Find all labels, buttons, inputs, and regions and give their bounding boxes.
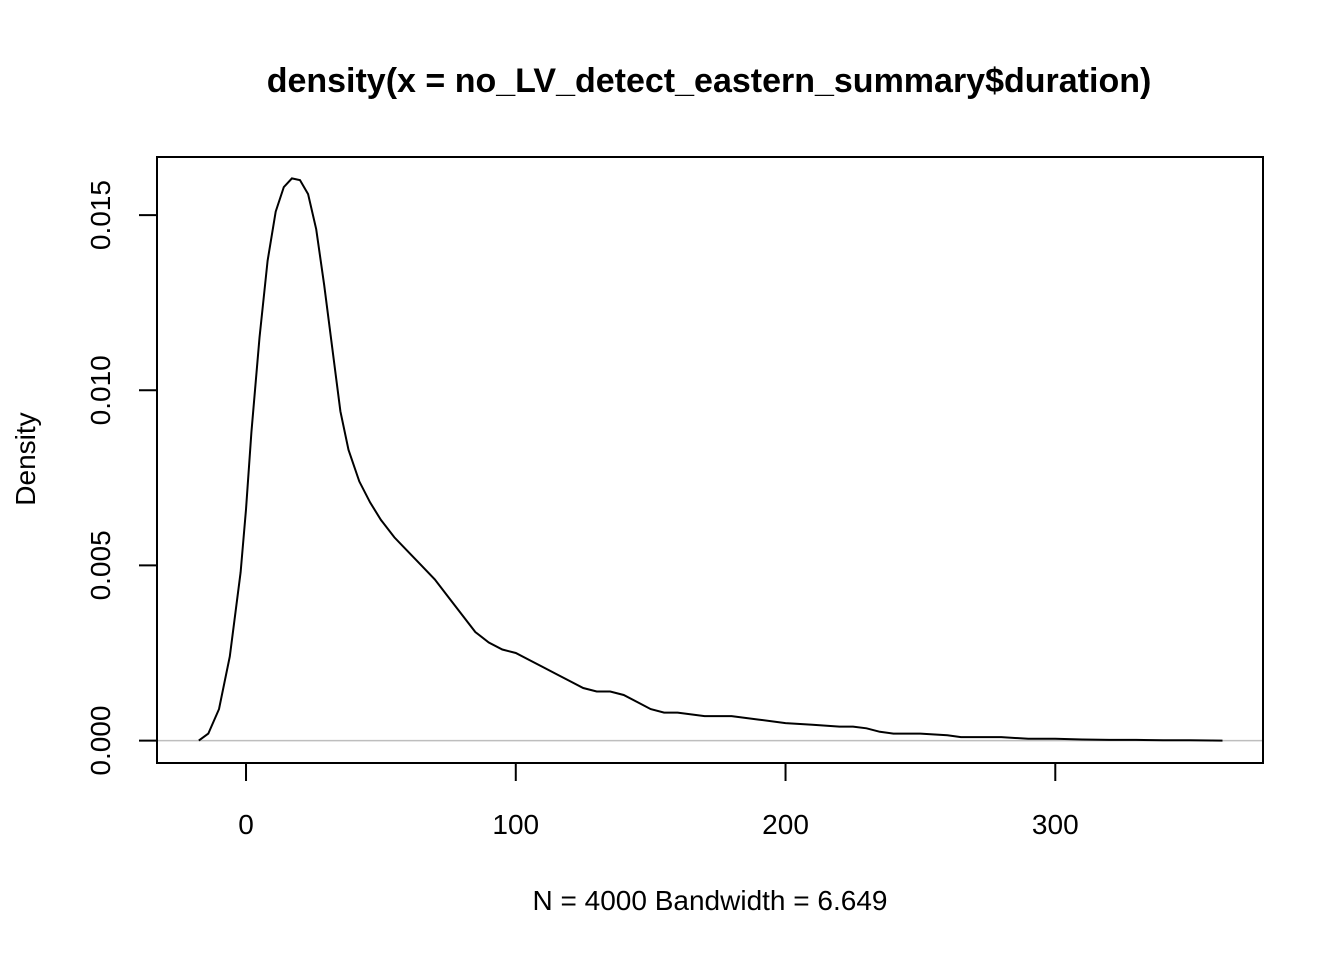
- x-tick-label: 300: [1032, 809, 1079, 840]
- x-tick-label: 0: [238, 809, 254, 840]
- plot-frame: [156, 156, 1264, 764]
- chart-title: density(x = no_LV_detect_eastern_summary…: [267, 62, 1152, 100]
- y-tick-label: 0.015: [85, 180, 116, 250]
- x-tick-label: 200: [762, 809, 809, 840]
- y-tick-label: 0.005: [85, 530, 116, 600]
- y-tick-label: 0.010: [85, 355, 116, 425]
- x-axis: 0 100 200 300: [238, 762, 1079, 840]
- y-axis: 0.000 0.005 0.010 0.015: [85, 180, 158, 776]
- y-tick-label: 0.000: [85, 706, 116, 776]
- y-axis-label: Density: [10, 412, 41, 505]
- x-axis-label: N = 4000 Bandwidth = 6.649: [533, 885, 888, 916]
- density-curve: [198, 177, 1223, 742]
- x-tick-label: 100: [492, 809, 539, 840]
